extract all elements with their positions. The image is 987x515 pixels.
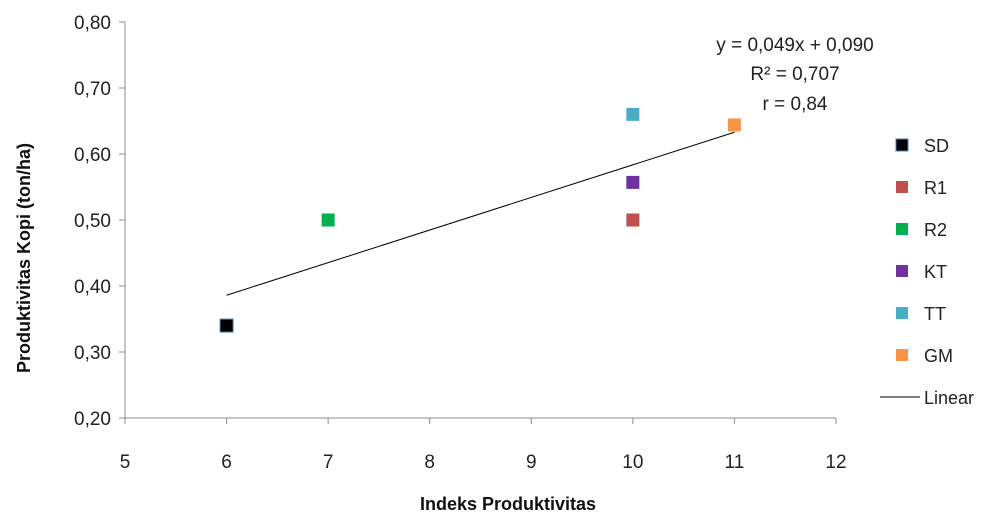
- legend: SD R1 R2 KT TT GM Linear: [880, 136, 974, 408]
- y-tick-label: 0,70: [74, 79, 111, 100]
- data-points: [219, 107, 741, 333]
- legend-label-r2: R2: [924, 220, 947, 240]
- point-r2: [321, 213, 335, 227]
- x-tick-label: 5: [120, 452, 131, 473]
- legend-label-kt: KT: [924, 262, 947, 282]
- legend-label-linear: Linear: [924, 388, 974, 408]
- x-tick-labels: 5 6 7 8 9 10 11 12: [120, 418, 847, 473]
- x-tick-label: 8: [424, 452, 435, 473]
- y-axis-title: Produktivitas Kopi (ton/ha): [14, 143, 34, 373]
- x-tick-label: 7: [323, 452, 334, 473]
- y-tick-label: 0,20: [74, 409, 111, 430]
- point-tt: [626, 107, 640, 121]
- y-tick-label: 0,40: [74, 277, 111, 298]
- legend-label-tt: TT: [924, 304, 946, 324]
- legend-swatch-gm: [896, 349, 908, 361]
- legend-label-gm: GM: [924, 346, 953, 366]
- trend-r-squared: R² = 0,707: [750, 64, 839, 85]
- legend-label-r1: R1: [924, 178, 947, 198]
- x-tick-label: 11: [725, 452, 745, 473]
- point-r1: [626, 213, 640, 227]
- legend-swatch-tt: [896, 307, 908, 319]
- trend-equation: y = 0,049x + 0,090: [716, 35, 873, 56]
- x-tick-label: 12: [825, 452, 846, 473]
- trend-correlation: r = 0,84: [763, 94, 828, 115]
- y-tick-label: 0,50: [74, 211, 111, 232]
- trendline: [226, 131, 735, 296]
- legend-swatch-sd: [895, 138, 909, 152]
- x-axis-title: Indeks Produktivitas: [420, 494, 596, 514]
- trendline-layer: [226, 131, 735, 296]
- x-tick-label: 6: [221, 452, 232, 473]
- x-tick-label: 10: [622, 452, 643, 473]
- y-tick-labels: 0,20 0,30 0,40 0,50 0,60 0,70 0,80: [74, 13, 125, 430]
- y-tick-label: 0,60: [74, 145, 111, 166]
- point-kt: [626, 175, 640, 189]
- y-tick-label: 0,80: [74, 13, 111, 34]
- point-sd: [219, 318, 234, 333]
- point-gm: [727, 118, 741, 132]
- legend-label-sd: SD: [924, 136, 949, 156]
- legend-swatch-r1: [896, 181, 908, 193]
- legend-swatch-r2: [896, 223, 908, 235]
- axes: [124, 22, 836, 419]
- y-tick-label: 0,30: [74, 343, 111, 364]
- x-tick-label: 9: [526, 452, 537, 473]
- legend-swatch-kt: [896, 265, 908, 277]
